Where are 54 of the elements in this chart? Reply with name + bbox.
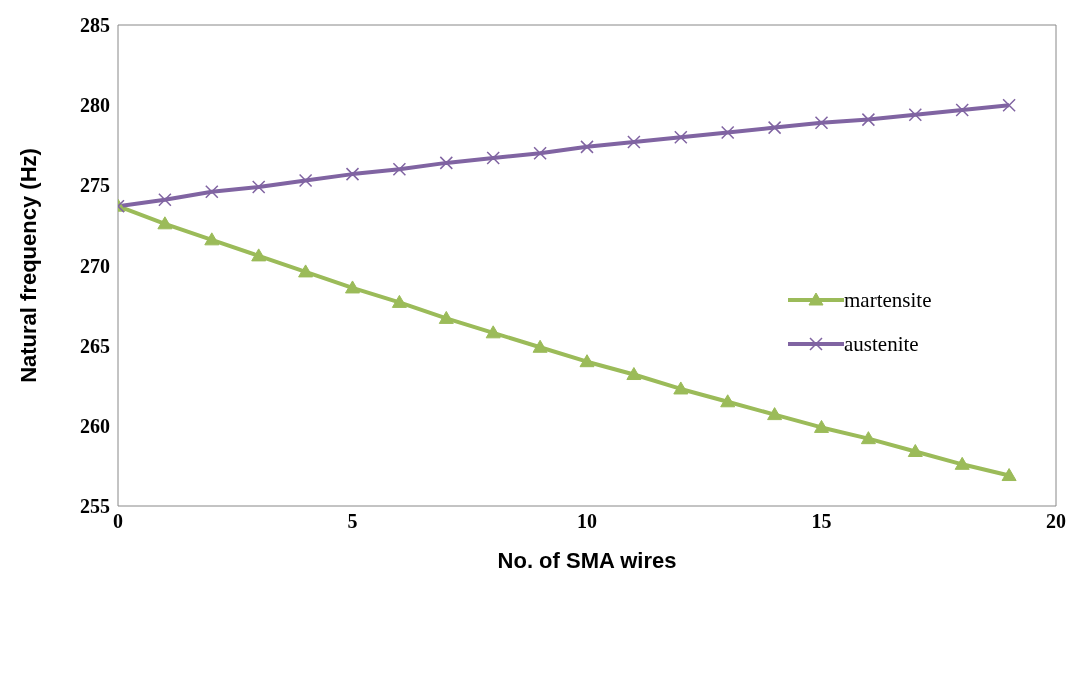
point (251, 248, 267, 262)
legend-label: martensite (844, 287, 932, 313)
legend-label: austenite (844, 331, 919, 357)
x-tick-label: 10 (577, 510, 597, 533)
y-tick-label: 265 (80, 334, 110, 357)
point (955, 103, 969, 117)
point (533, 146, 547, 161)
point (392, 162, 407, 177)
point (251, 180, 266, 194)
point (485, 325, 501, 339)
point (345, 280, 360, 294)
y-axis-title: Natural frequency (Hz) (15, 148, 41, 383)
point (486, 151, 500, 165)
point (204, 232, 220, 246)
point (205, 185, 219, 199)
point (814, 116, 829, 130)
x-axis-title: No. of SMA wires (497, 548, 677, 573)
y-tick-label: 285 (80, 14, 110, 37)
point (908, 108, 923, 122)
point (298, 264, 314, 278)
y-tick-label: 255 (80, 495, 110, 518)
point (767, 120, 782, 135)
x-tick-label: 5 (347, 510, 358, 533)
point (1001, 468, 1017, 482)
point (954, 456, 970, 470)
point (438, 310, 454, 324)
point (158, 193, 172, 207)
point (626, 367, 642, 381)
y-tick-label: 275 (80, 174, 110, 197)
point (439, 156, 454, 170)
point (580, 140, 594, 154)
point (814, 419, 829, 433)
point (673, 381, 689, 395)
point (532, 339, 548, 353)
point (907, 443, 923, 457)
x-tick-label: 20 (1046, 510, 1066, 533)
point (674, 130, 688, 144)
point (157, 216, 173, 230)
point (720, 394, 736, 408)
point (391, 294, 407, 308)
point (860, 431, 876, 445)
x-tick-label: 0 (113, 510, 123, 533)
point (1002, 98, 1016, 112)
point (627, 135, 641, 149)
point (298, 173, 313, 188)
point (345, 167, 360, 181)
point (767, 407, 783, 421)
y-tick-label: 280 (80, 94, 110, 117)
y-tick-label: 270 (80, 254, 110, 277)
point (720, 125, 735, 140)
x-tick-label: 15 (811, 510, 832, 533)
point (861, 112, 876, 127)
y-tick-label: 260 (80, 414, 110, 437)
point (579, 354, 595, 368)
